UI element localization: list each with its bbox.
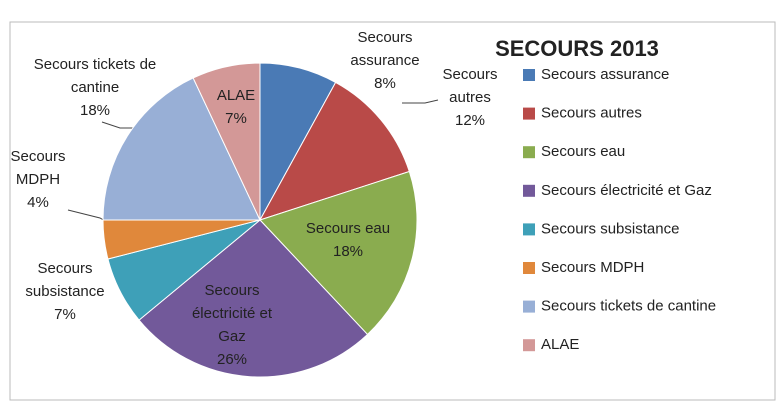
pie-slice — [138, 219, 369, 378]
leader-line — [402, 99, 439, 104]
leader-line — [101, 121, 136, 129]
legend: Secours assurance Secours autres Secours e… — [523, 66, 716, 353]
data-label: Secours électricité et Gaz 26% — [182, 279, 282, 371]
chart-title: SECOURS 2013 — [495, 36, 659, 61]
data-label-name: Secours autres — [442, 66, 498, 106]
legend-label: ALAE — [541, 336, 579, 353]
legend-label: Secours subsistance — [541, 220, 679, 237]
legend-swatch — [523, 69, 535, 81]
legend-label: Secours autres — [541, 105, 642, 122]
data-label-value: 18% — [79, 102, 111, 119]
legend-swatch — [523, 107, 535, 120]
data-label-value: 4% — [27, 194, 49, 211]
data-label: Secours assurance 8% — [338, 26, 433, 95]
data-label: Secours eau 18% — [293, 217, 403, 263]
legend-swatch — [523, 146, 535, 159]
pie-slice — [192, 62, 261, 221]
legend-label: Secours eau — [541, 143, 625, 160]
pie-slice — [258, 81, 410, 221]
data-label-value: 7% — [54, 306, 76, 323]
legend-swatch — [523, 339, 535, 352]
pie-slice — [259, 170, 418, 336]
legend-swatch — [523, 262, 535, 274]
data-label: Secours tickets de cantine 18% — [15, 53, 175, 122]
data-label-value: 12% — [454, 112, 486, 129]
legend-label: Secours MDPH — [541, 259, 644, 276]
data-label: Secours autres 12% — [435, 63, 505, 132]
data-label-name: Secours subsistance — [25, 260, 105, 300]
data-label: Secours MDPH 4% — [3, 145, 73, 214]
data-label-name: ALAE — [216, 87, 256, 104]
legend-swatch — [523, 184, 535, 197]
data-label-value: 26% — [216, 351, 248, 368]
data-label-value: 8% — [374, 75, 396, 92]
data-label-name: Secours assurance — [350, 29, 420, 69]
legend-swatch — [523, 223, 535, 236]
legend-swatch — [523, 300, 535, 313]
data-label-name: Secours électricité et Gaz — [191, 282, 273, 345]
data-label-name: Secours eau — [305, 220, 391, 237]
data-label-value: 18% — [332, 243, 364, 260]
legend-label: Secours tickets de cantine — [541, 298, 716, 315]
data-label: ALAE 7% — [211, 84, 261, 130]
legend-label: Secours électricité et Gaz — [541, 182, 712, 199]
legend-label: Secours assurance — [541, 66, 669, 83]
data-label-value: 7% — [225, 110, 247, 127]
data-label-name: Secours tickets de cantine — [33, 56, 157, 96]
pie-slice — [102, 77, 261, 221]
data-label: Secours subsistance 7% — [8, 257, 123, 326]
data-label-name: Secours MDPH — [10, 148, 66, 188]
